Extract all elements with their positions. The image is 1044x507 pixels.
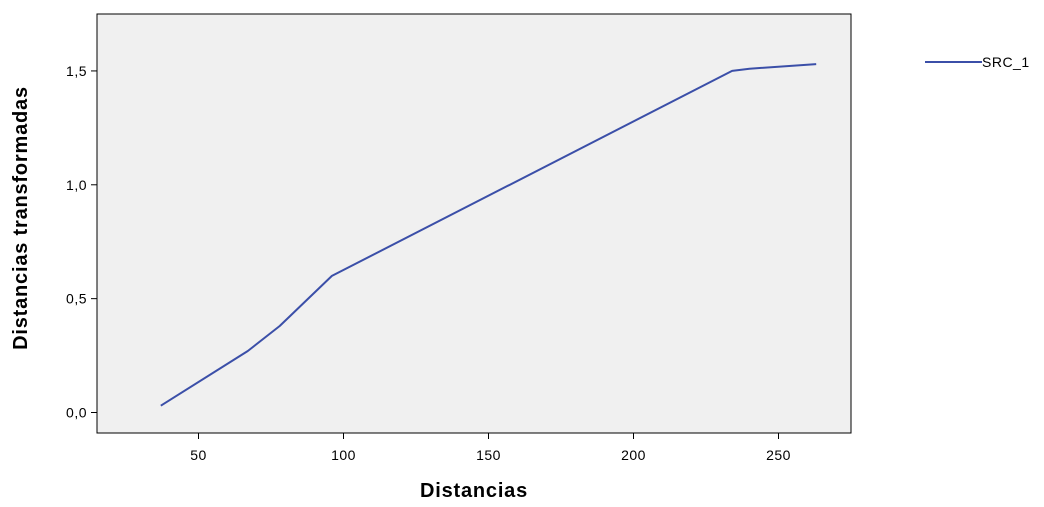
- y-axis: 0,0 0,5 1,0 1,5: [66, 63, 97, 421]
- x-tick-label: 250: [766, 447, 791, 463]
- x-axis-title: Distancias: [420, 480, 528, 502]
- x-tick-label: 200: [621, 447, 646, 463]
- x-tick-label: 50: [190, 447, 207, 463]
- legend-label: SRC_1: [982, 54, 1030, 70]
- plot-area: [97, 14, 851, 433]
- y-tick-label: 1,0: [66, 177, 87, 193]
- legend: SRC_1: [925, 54, 1030, 70]
- x-axis: 50 100 150 200 250: [190, 433, 791, 463]
- x-tick-label: 150: [476, 447, 501, 463]
- y-tick-label: 1,5: [66, 63, 87, 79]
- x-tick-label: 100: [331, 447, 356, 463]
- y-tick-label: 0,5: [66, 291, 87, 307]
- y-axis-title: Distancias transformadas: [10, 86, 32, 350]
- y-tick-label: 0,0: [66, 405, 87, 421]
